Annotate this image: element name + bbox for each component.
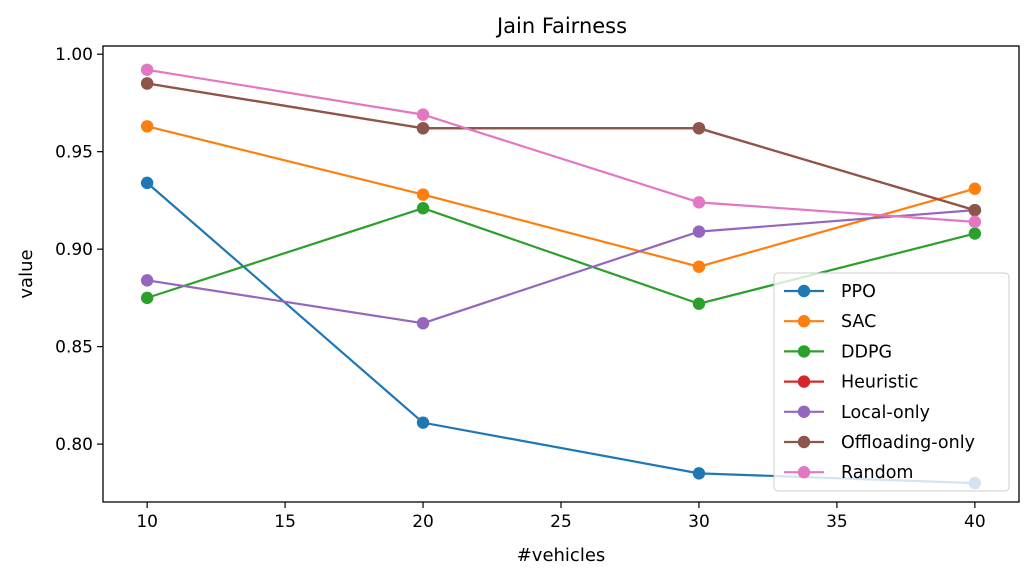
x-tick-label: 20 bbox=[412, 512, 434, 532]
legend-item: Random bbox=[784, 463, 913, 483]
data-point bbox=[416, 317, 430, 330]
y-tick-label: 0.80 bbox=[55, 435, 93, 455]
series-heuristic bbox=[140, 77, 982, 217]
legend-label: Local-only bbox=[841, 403, 930, 423]
series-sac bbox=[140, 120, 982, 273]
chart-title: Jain Fairness bbox=[495, 14, 627, 38]
legend-label: Heuristic bbox=[841, 373, 919, 393]
legend-marker bbox=[797, 345, 811, 358]
data-point bbox=[968, 215, 982, 229]
data-point bbox=[416, 188, 430, 201]
y-tick-label: 0.95 bbox=[55, 143, 93, 163]
data-point bbox=[416, 416, 430, 429]
legend-item: Offloading-only bbox=[784, 433, 975, 453]
data-point bbox=[692, 260, 706, 273]
legend-item: Local-only bbox=[784, 403, 930, 423]
series-line bbox=[146, 125, 976, 268]
legend-label: PPO bbox=[841, 282, 876, 302]
series-line bbox=[146, 82, 976, 212]
y-tick-label: 1.00 bbox=[55, 45, 93, 65]
series-random bbox=[140, 63, 982, 229]
y-axis: 0.80 0.85 0.90 0.95 1.00 bbox=[55, 45, 103, 455]
legend-frame bbox=[773, 272, 1010, 492]
legend-label: SAC bbox=[841, 312, 876, 332]
series-layer bbox=[140, 63, 982, 490]
x-tick-label: 10 bbox=[136, 512, 158, 532]
x-axis: 10 15 20 25 30 35 40 bbox=[136, 502, 986, 532]
data-point bbox=[968, 227, 982, 240]
data-point bbox=[692, 225, 706, 238]
y-tick-label: 0.90 bbox=[55, 240, 93, 260]
data-point bbox=[140, 77, 154, 90]
data-point bbox=[692, 467, 706, 480]
legend-marker bbox=[797, 375, 811, 388]
data-point bbox=[140, 291, 154, 305]
data-point bbox=[416, 108, 430, 121]
data-point bbox=[140, 274, 154, 287]
x-axis-label: #vehicles bbox=[517, 545, 606, 566]
data-point bbox=[692, 196, 706, 209]
series-line bbox=[146, 207, 976, 305]
legend-marker bbox=[797, 466, 811, 479]
x-tick-label: 15 bbox=[274, 512, 296, 532]
data-point bbox=[692, 122, 706, 135]
series-ddpg bbox=[140, 202, 982, 310]
legend: PPO SAC DDPG Heuristic Local-only Offloading-… bbox=[773, 272, 1010, 492]
legend-marker bbox=[797, 315, 811, 328]
y-tick-label: 0.85 bbox=[55, 338, 93, 358]
data-point bbox=[140, 176, 154, 190]
legend-item: DDPG bbox=[784, 342, 892, 362]
series-line bbox=[146, 82, 976, 212]
legend-marker bbox=[797, 435, 811, 449]
data-point bbox=[416, 202, 430, 215]
y-axis-label: value bbox=[16, 249, 37, 298]
data-point bbox=[968, 182, 982, 195]
data-point bbox=[140, 120, 154, 133]
data-point bbox=[416, 122, 430, 135]
x-tick-label: 40 bbox=[964, 512, 986, 532]
x-tick-label: 35 bbox=[826, 512, 848, 532]
series-offloading-only bbox=[140, 77, 982, 217]
data-point bbox=[692, 297, 706, 310]
series-line bbox=[146, 68, 975, 223]
legend-item: PPO bbox=[784, 282, 876, 302]
legend-item: Heuristic bbox=[784, 373, 919, 393]
data-point bbox=[968, 203, 982, 217]
legend-marker bbox=[797, 405, 811, 418]
legend-label: Offloading-only bbox=[841, 433, 975, 453]
series-line bbox=[146, 209, 975, 325]
legend-item: SAC bbox=[784, 312, 876, 332]
x-tick-label: 30 bbox=[688, 512, 710, 532]
legend-label: DDPG bbox=[841, 342, 892, 362]
legend-label: Random bbox=[841, 463, 913, 483]
x-tick-label: 25 bbox=[550, 512, 572, 532]
legend-marker bbox=[797, 284, 811, 298]
data-point bbox=[140, 63, 154, 76]
